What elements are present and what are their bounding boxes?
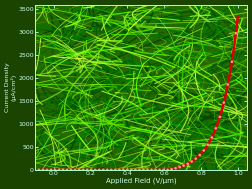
Point: [226, 83, 230, 86]
Point: [198, 153, 202, 156]
Point: [153, 168, 158, 171]
Point: [93, 168, 97, 171]
Point: [73, 168, 77, 171]
Point: [133, 168, 137, 171]
Point: [41, 168, 45, 171]
Point: [182, 164, 186, 167]
Point: [45, 168, 49, 171]
Point: [162, 168, 166, 171]
Point: [186, 162, 190, 165]
Point: [61, 168, 65, 171]
Point: [125, 168, 129, 171]
Point: [117, 168, 121, 171]
Point: [190, 160, 194, 163]
Point: [230, 60, 234, 63]
Point: [37, 168, 41, 171]
Point: [97, 168, 101, 171]
Point: [141, 168, 145, 171]
Point: [202, 149, 206, 152]
Point: [129, 168, 133, 171]
Point: [170, 168, 174, 171]
Point: [113, 168, 117, 171]
Point: [149, 168, 153, 171]
Point: [137, 168, 141, 171]
Point: [69, 168, 73, 171]
Point: [214, 127, 218, 130]
Y-axis label: Current Density
(μA/cm²): Current Density (μA/cm²): [5, 63, 17, 112]
Point: [109, 168, 113, 171]
Point: [145, 168, 149, 171]
Point: [49, 168, 53, 171]
Point: [121, 168, 125, 171]
X-axis label: Applied Field (V/μm): Applied Field (V/μm): [106, 178, 176, 184]
Point: [210, 136, 214, 139]
Point: [174, 167, 178, 170]
Point: [166, 168, 170, 171]
Point: [206, 143, 210, 146]
Point: [77, 168, 81, 171]
Point: [234, 32, 238, 35]
Point: [158, 168, 162, 171]
Point: [89, 168, 93, 171]
Point: [218, 115, 222, 119]
Point: [85, 168, 89, 171]
Point: [105, 168, 109, 171]
Point: [101, 168, 105, 171]
Point: [65, 168, 69, 171]
Point: [222, 101, 226, 104]
Point: [53, 168, 57, 171]
Point: [194, 157, 198, 160]
Point: [81, 168, 85, 171]
Point: [57, 168, 61, 171]
Point: [178, 166, 182, 169]
